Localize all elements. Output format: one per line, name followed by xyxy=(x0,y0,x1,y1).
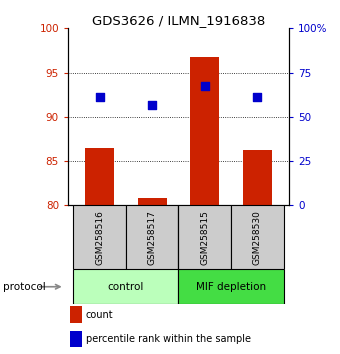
Point xyxy=(202,83,207,88)
Text: count: count xyxy=(86,309,113,320)
Text: MIF depletion: MIF depletion xyxy=(196,282,266,292)
Bar xyxy=(85,148,114,205)
Bar xyxy=(73,269,178,304)
Bar xyxy=(126,205,178,269)
Bar xyxy=(138,198,167,205)
Point xyxy=(97,95,102,100)
Bar xyxy=(243,150,272,205)
Text: control: control xyxy=(108,282,144,292)
Text: GSM258515: GSM258515 xyxy=(200,210,209,265)
Point xyxy=(150,102,155,108)
Bar xyxy=(231,205,284,269)
Text: GSM258530: GSM258530 xyxy=(253,210,262,265)
Text: protocol: protocol xyxy=(3,282,46,292)
Text: GSM258516: GSM258516 xyxy=(95,210,104,265)
Text: percentile rank within the sample: percentile rank within the sample xyxy=(86,334,251,344)
Bar xyxy=(70,331,82,347)
Text: GSM258517: GSM258517 xyxy=(148,210,157,265)
Bar xyxy=(178,269,284,304)
Title: GDS3626 / ILMN_1916838: GDS3626 / ILMN_1916838 xyxy=(92,14,265,27)
Bar xyxy=(70,306,82,323)
Bar xyxy=(73,205,126,269)
Bar xyxy=(190,57,219,205)
Point xyxy=(255,95,260,100)
Bar xyxy=(178,205,231,269)
